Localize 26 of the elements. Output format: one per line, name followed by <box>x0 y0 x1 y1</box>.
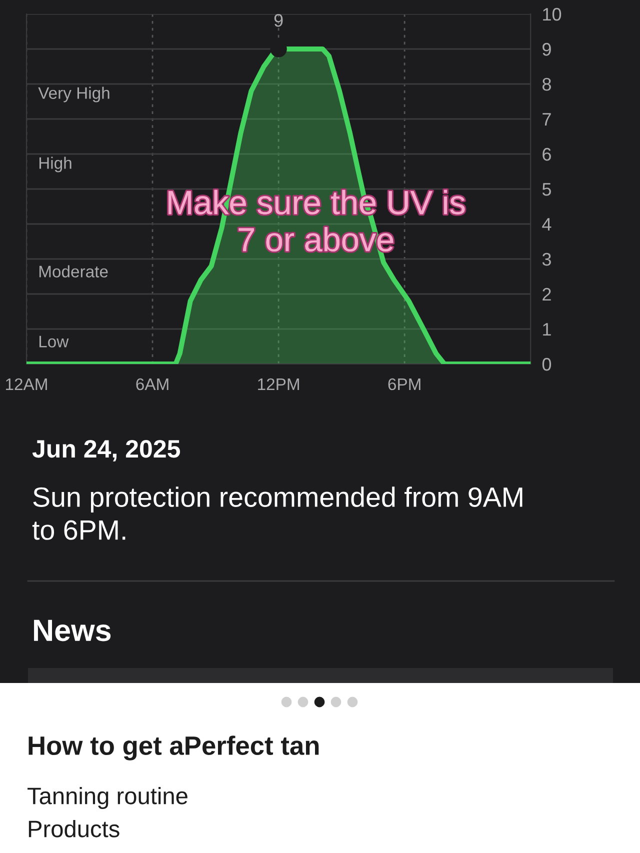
y-tick-label: 4 <box>542 218 552 231</box>
annotation: Moderate <box>39 265 108 278</box>
y-tick-label: 0 <box>542 358 552 371</box>
y-tick-label: 7 <box>542 113 551 126</box>
data-label: 9 <box>274 14 283 27</box>
y-tick-label: 6 <box>542 148 551 161</box>
y-tick-label: 10 <box>543 8 562 21</box>
y-tick-label: 5 <box>542 183 551 196</box>
text: Jun 24, 2025 <box>32 440 180 462</box>
text: Products <box>28 820 120 838</box>
text: News <box>34 620 111 642</box>
y-tick-label: 9 <box>542 42 551 56</box>
y-tick-label: 8 <box>542 78 551 91</box>
y-tick-label: 2 <box>542 288 551 301</box>
annotation: High <box>39 156 72 172</box>
annotation: Very High <box>38 86 110 102</box>
x-tick-label: 12PM <box>258 378 299 390</box>
x-tick-label: 6PM <box>388 378 420 390</box>
y-tick-label: 1 <box>543 323 551 336</box>
x-tick-label: 6AM <box>136 378 168 390</box>
text: How to get aPerfect tan <box>28 736 319 760</box>
x-tick-label: 12AM <box>6 378 47 390</box>
text: Tanning routine <box>28 786 188 810</box>
y-tick-label: 3 <box>542 252 551 266</box>
text: Sun protection recommended from 9AM to 6PM. <box>32 486 522 540</box>
annotation: Low <box>39 336 69 348</box>
